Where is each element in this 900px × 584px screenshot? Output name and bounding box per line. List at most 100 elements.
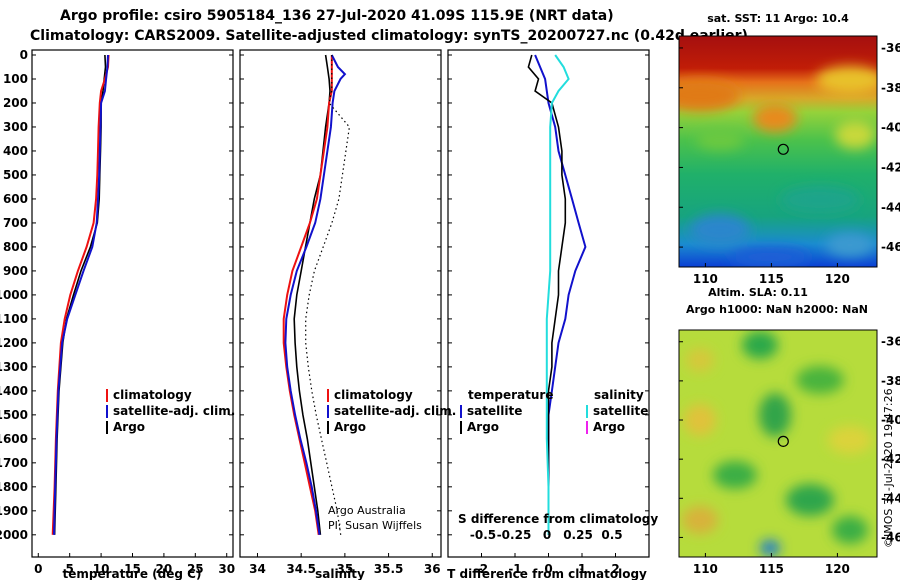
s-diff-tick-label: -0.25	[497, 528, 532, 542]
legend-argo-label: Argo	[334, 420, 366, 434]
s-difference-title: S difference from climatology	[458, 512, 658, 526]
difference-legend: temperature salinity satellite Argo sate…	[458, 388, 658, 542]
temperature-panel-frame	[31, 49, 234, 558]
series-line-temperature-argo	[527, 54, 567, 535]
title-line2: Climatology: CARS2009. Satellite-adjuste…	[30, 28, 748, 44]
map-y-tick-label: -44	[881, 491, 900, 505]
map-y-tick-label: -46	[881, 530, 900, 544]
series-line-satellite-adj-clim	[284, 54, 347, 535]
argo-location-marker	[777, 143, 789, 155]
depth-tick-label: 1900	[0, 504, 28, 518]
x-tick-label: 30	[218, 562, 235, 576]
legend-argo-label: Argo	[113, 420, 145, 434]
sla-map-frame	[678, 329, 878, 558]
x-tick-label: 36	[424, 562, 441, 576]
x-tick-label: 0	[544, 562, 552, 576]
legend-sal-argo-label: Argo	[593, 420, 625, 434]
depth-tick-label: 1100	[0, 312, 28, 326]
series-line-argo	[293, 54, 331, 535]
sst-map: sat. SST: 11 Argo: 10.4 110 115 120 -36 -38 -…	[678, 12, 900, 286]
depth-tick-label: 1200	[0, 336, 28, 350]
series-line-climatology	[282, 55, 333, 535]
difference-panel: -2 -1 0 1 2	[475, 54, 620, 576]
depth-tick-label: 2000	[0, 528, 28, 542]
x-tick-label: 35.5	[374, 562, 404, 576]
depth-tick-label: 1000	[0, 288, 28, 302]
salinity-xlabel: salinity	[315, 567, 365, 580]
x-tick-label: -2	[475, 562, 488, 576]
legend-sal-satellite-label: satellite	[593, 404, 648, 418]
map-x-tick-label: 115	[759, 272, 784, 286]
map-y-tick-label: -44	[881, 200, 900, 214]
map-y-tick-label: -40	[881, 121, 900, 135]
depth-tick-label: 800	[3, 240, 28, 254]
depth-tick-label: 100	[3, 72, 28, 86]
legend-satellite-label: satellite-adj. clim.	[113, 404, 235, 418]
x-tick-label: 34.5	[286, 562, 316, 576]
depth-tick-label: 900	[3, 264, 28, 278]
temperature-xlabel: temperature (deg C)	[63, 567, 202, 580]
depth-tick-label: 300	[3, 120, 28, 134]
salinity-panel-frame	[239, 49, 442, 558]
s-diff-tick-label: 0.5	[601, 528, 622, 542]
sla-map: Altim. SLA: 0.11 Argo h1000: NaN h2000: …	[678, 286, 900, 576]
depth-axis: 0 100 200 300 400 500 600 700 800 900 1000 1100 1200…	[0, 48, 649, 542]
salinity-panel: 34 34.5 35 35.5 36	[249, 54, 441, 576]
x-tick-label: 25	[187, 562, 204, 576]
map-y-tick-label: -42	[881, 452, 900, 466]
series-line-climatology-dotted	[305, 55, 351, 535]
x-tick-label: -1	[508, 562, 521, 576]
depth-tick-label: 400	[3, 144, 28, 158]
x-tick-label: 15	[124, 562, 141, 576]
depth-tick-label: 1700	[0, 456, 28, 470]
depth-tick-label: 1800	[0, 480, 28, 494]
series-line-salinity-satellite	[545, 54, 570, 535]
title-line1: Argo profile: csiro 5905184_136 27-Jul-2…	[60, 8, 614, 24]
map-y-tick-label: -46	[881, 240, 900, 254]
depth-tick-label: 1400	[0, 384, 28, 398]
map-y-tick-label: -38	[881, 81, 900, 95]
temperature-legend: climatology satellite-adj. clim. Argo	[106, 388, 235, 434]
legend-salinity-title: salinity	[594, 388, 644, 402]
depth-tick-label: 200	[3, 96, 28, 110]
sla-map-subtitle: Argo h1000: NaN h2000: NaN	[686, 303, 868, 316]
series-line-temperature-satellite	[534, 54, 587, 535]
legend-climatology-label: climatology	[113, 388, 192, 402]
argo-location-marker	[777, 435, 789, 447]
map-x-tick-label: 120	[825, 562, 850, 576]
depth-tick-label: 1600	[0, 432, 28, 446]
x-tick-label: 5	[66, 562, 74, 576]
map-y-tick-label: -36	[881, 335, 900, 349]
legend-temp-satellite-label: satellite	[467, 404, 522, 418]
map-y-tick-label: -42	[881, 160, 900, 174]
series-line-satellite-adj-clim	[53, 54, 109, 535]
depth-tick-label: 1500	[0, 408, 28, 422]
depth-tick-label: 0	[20, 48, 28, 62]
depth-tick-label: 700	[3, 216, 28, 230]
map-y-tick-label: -38	[881, 374, 900, 388]
s-diff-tick-label: 0	[543, 528, 551, 542]
sla-map-title: Altim. SLA: 0.11	[708, 286, 808, 299]
legend-climatology-label: climatology	[334, 388, 413, 402]
difference-xlabel: T difference from climatology	[447, 567, 647, 580]
s-diff-tick-label: 0.25	[563, 528, 593, 542]
x-tick-label: 2	[611, 562, 619, 576]
s-diff-tick-label: -0.5	[470, 528, 496, 542]
map-y-tick-label: -40	[881, 413, 900, 427]
map-x-tick-label: 115	[759, 562, 784, 576]
map-y-tick-label: -36	[881, 41, 900, 55]
sst-map-frame	[678, 35, 878, 268]
x-tick-label: 0	[34, 562, 42, 576]
temperature-panel: 0 5 10 15 20 25 30	[34, 54, 235, 576]
legend-satellite-label: satellite-adj. clim.	[334, 404, 456, 418]
sst-map-title: sat. SST: 11 Argo: 10.4	[707, 12, 849, 25]
map-x-tick-label: 120	[825, 272, 850, 286]
map-x-tick-label: 110	[693, 562, 718, 576]
x-tick-label: 20	[156, 562, 173, 576]
x-tick-label: 34	[249, 562, 266, 576]
depth-tick-label: 500	[3, 168, 28, 182]
credit-argo-australia: Argo Australia	[328, 504, 406, 517]
depth-tick-label: 1300	[0, 360, 28, 374]
x-tick-label: 10	[93, 562, 110, 576]
